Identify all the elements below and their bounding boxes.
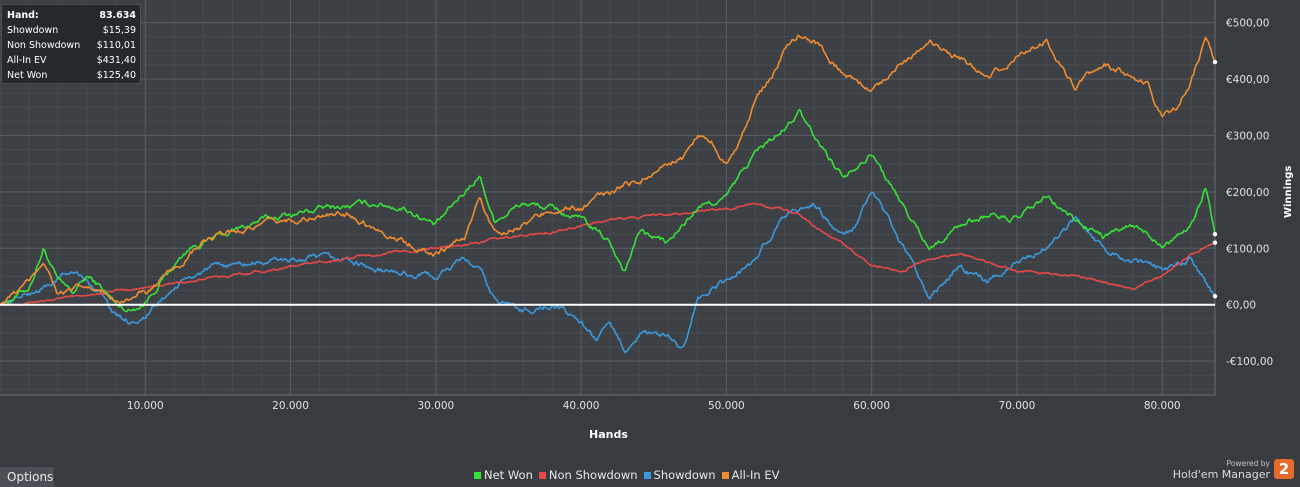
y-tick-label: €400,00 [1226, 74, 1269, 86]
stat-label: All-In EV [7, 55, 47, 66]
y-tick-label: €500,00 [1226, 18, 1269, 30]
y-tick-label: €0,00 [1226, 300, 1256, 312]
legend-item-net-won[interactable]: Net Won [474, 468, 533, 482]
options-button[interactable]: Options [0, 467, 54, 487]
x-tick-label: 60.000 [853, 400, 890, 412]
x-tick-label: 40.000 [563, 400, 600, 412]
powered-by-text: Powered by [1226, 459, 1270, 468]
y-tick-label: -€100,00 [1226, 356, 1273, 368]
branding: Powered by Hold'em Manager 2 [1173, 458, 1294, 480]
stat-value: $110,01 [96, 40, 136, 51]
stat-label: Showdown [7, 25, 59, 36]
x-tick-label: 50.000 [708, 400, 745, 412]
stat-label: Hand: [7, 10, 39, 21]
legend-label: Showdown [653, 468, 716, 482]
series-line-showdown [0, 191, 1216, 354]
chart-legend: Net Won Non Showdown Showdown All-In EV [474, 468, 779, 482]
series-line-all-in-ev [0, 34, 1216, 306]
stats-panel: Hand: 83.634 Showdown $15,39 Non Showdow… [1, 4, 141, 84]
legend-swatch [643, 471, 651, 479]
stat-value: $431,40 [96, 55, 136, 66]
plot-area [0, 0, 1215, 395]
x-tick-label: 80.000 [1144, 400, 1181, 412]
series-line-non-showdown [0, 202, 1216, 307]
legend-item-non-showdown[interactable]: Non Showdown [538, 468, 638, 482]
series-end-point [1212, 240, 1218, 245]
legend-label: Non Showdown [548, 468, 638, 482]
stat-row-net-won: Net Won $125,40 [7, 68, 136, 83]
product-name: Hold'em Manager [1172, 468, 1270, 481]
y-tick-label: €200,00 [1226, 187, 1269, 199]
legend-swatch [538, 471, 546, 479]
x-tick-label: 10.000 [127, 400, 164, 412]
stat-row-showdown: Showdown $15,39 [7, 23, 136, 38]
legend-item-showdown[interactable]: Showdown [643, 468, 716, 482]
stat-value: $125,40 [96, 70, 136, 81]
series-end-point [1212, 294, 1218, 299]
legend-swatch [721, 471, 729, 479]
x-tick-label: 20.000 [272, 400, 309, 412]
legend-label: Net Won [484, 468, 533, 482]
stat-label: Net Won [7, 70, 48, 81]
series-end-point [1212, 59, 1218, 65]
legend-label: All-In EV [731, 468, 780, 482]
stat-value: 83.634 [99, 10, 136, 21]
x-tick-label: 70.000 [999, 400, 1036, 412]
stat-row-non-showdown: Non Showdown $110,01 [7, 38, 136, 53]
y-axis-title: Winnings [1283, 166, 1294, 218]
series-end-point [1212, 231, 1218, 237]
stat-value: $15,39 [102, 25, 136, 36]
y-tick-label: €100,00 [1226, 243, 1269, 255]
hm2-logo-icon: 2 [1274, 459, 1294, 479]
legend-swatch [474, 471, 481, 479]
y-tick-label: €300,00 [1226, 130, 1269, 142]
series-line-net-won [0, 108, 1216, 313]
stat-row-hands: Hand: 83.634 [7, 8, 136, 23]
x-axis-title: Hands [589, 428, 628, 441]
x-tick-label: 30.000 [417, 400, 454, 412]
legend-item-all-in-ev[interactable]: All-In EV [721, 468, 780, 482]
stat-row-all-in-ev: All-In EV $431,40 [7, 53, 136, 68]
stat-label: Non Showdown [7, 40, 81, 51]
